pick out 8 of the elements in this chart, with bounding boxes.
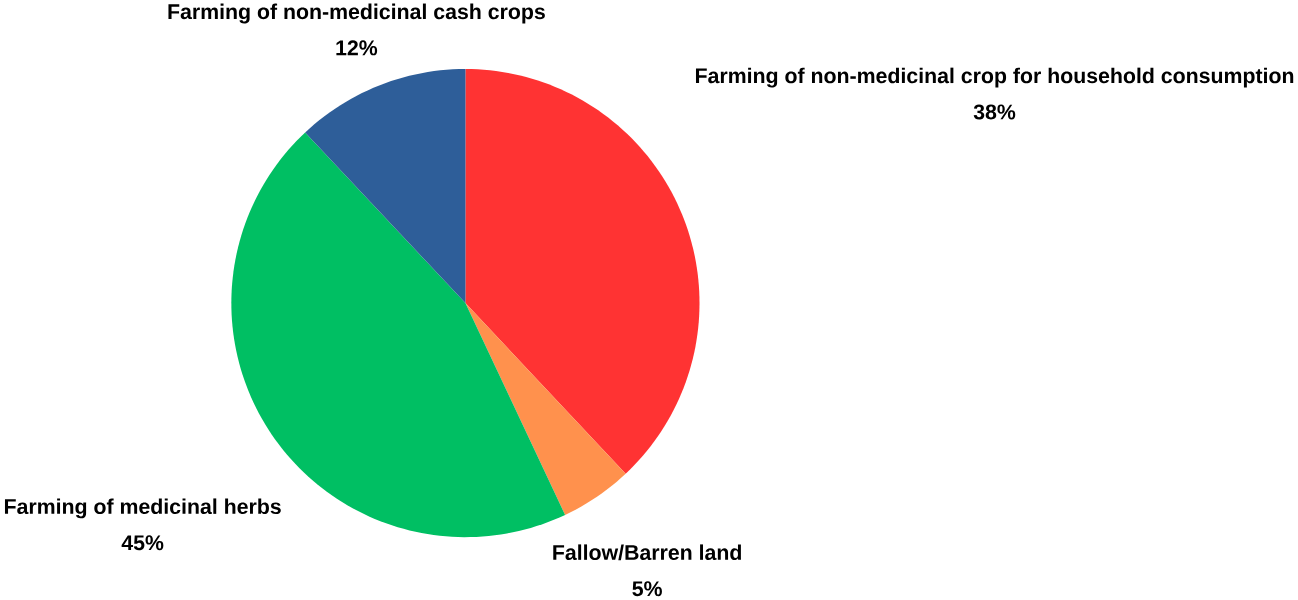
slice-label: Fallow/Barren land bbox=[553, 544, 741, 561]
data-label: 45% bbox=[121, 535, 164, 551]
slice-label: Farming of medicinal herbs bbox=[4, 498, 281, 519]
data-label: 38% bbox=[973, 104, 1016, 120]
data-label: 5% bbox=[632, 581, 662, 597]
slice-label: Farming of non-medicinal crop for household consumption bbox=[695, 67, 1294, 88]
data-label: 12% bbox=[336, 40, 378, 56]
slice-label: Farming of non-medicinal cash crops bbox=[168, 3, 545, 24]
